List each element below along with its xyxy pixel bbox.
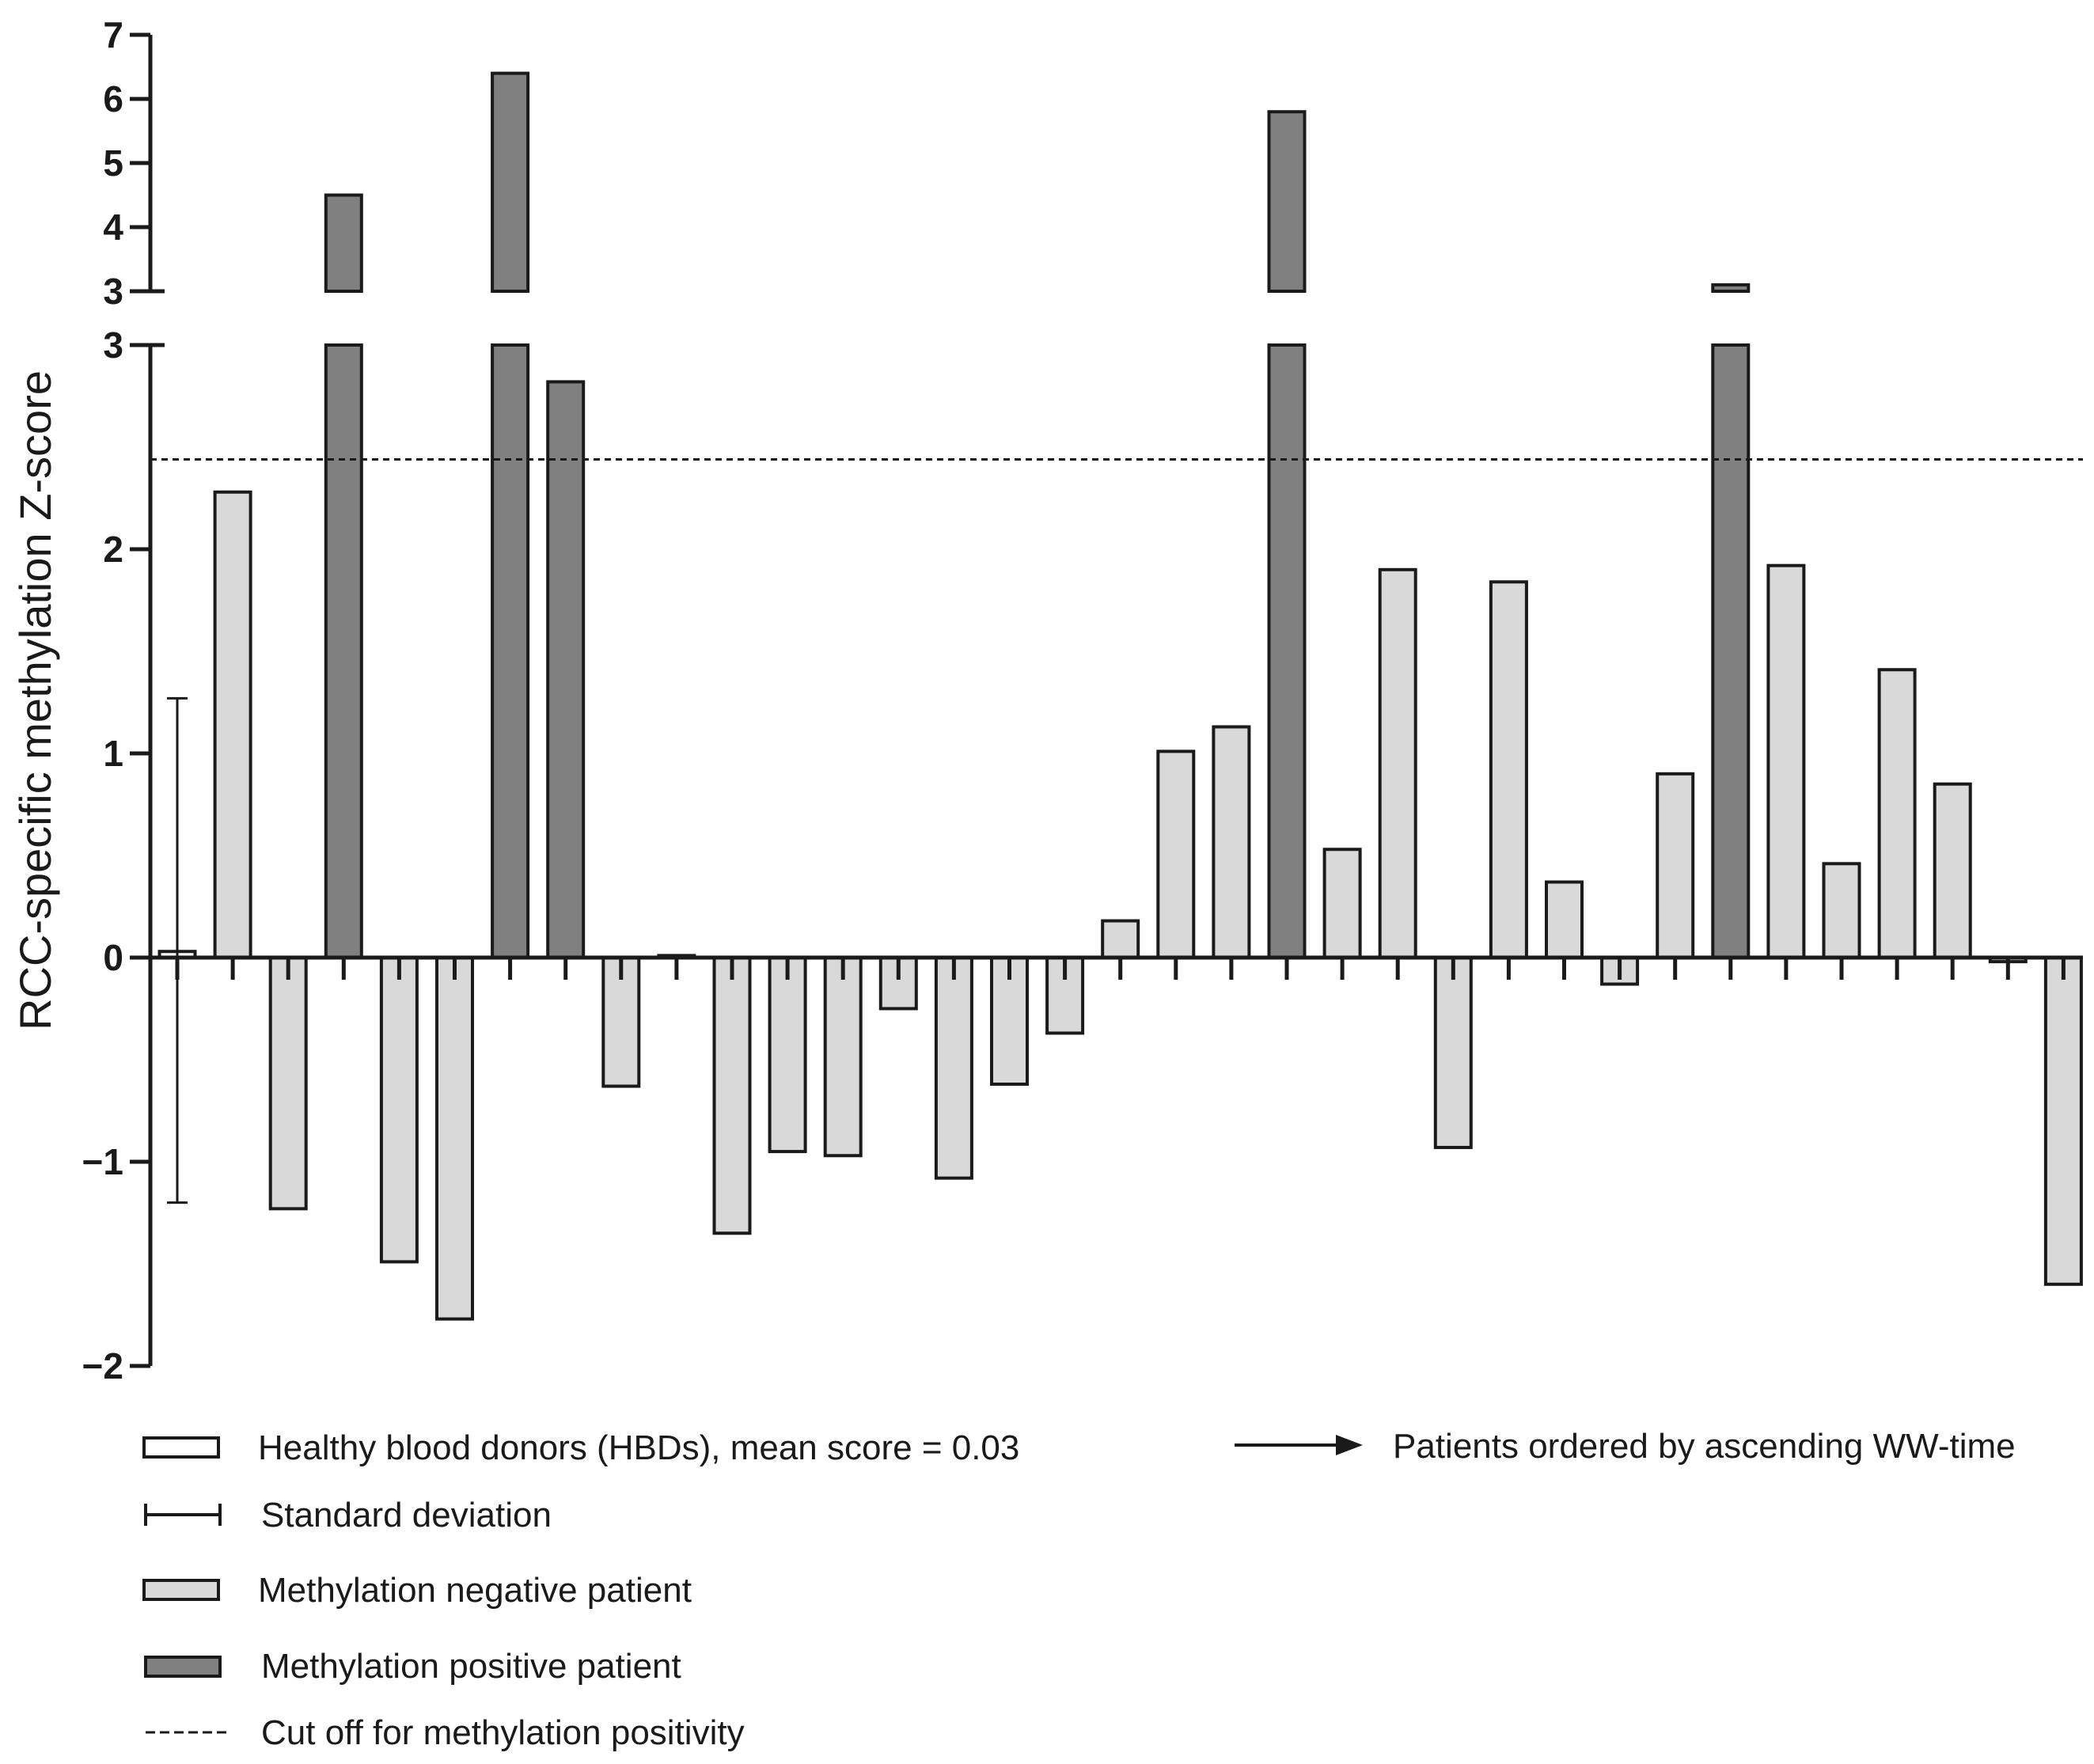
bar-patient-34: [2043, 956, 2083, 1286]
legend-hbd-label: Healthy blood donors (HBDs), mean score …: [258, 1428, 1019, 1467]
bar-patient-11: [768, 956, 807, 1154]
y-tick-label-upper: 6: [103, 78, 123, 119]
bar-patient-3-lower: [324, 343, 363, 959]
bar-patient-23: [1433, 956, 1473, 1149]
bar-patient-18: [1156, 749, 1196, 959]
legend-positive-swatch: [144, 1656, 222, 1678]
bar-patient-3-upper: [324, 193, 363, 293]
bar-patient-24: [1489, 580, 1528, 960]
bar-patient-10: [712, 956, 752, 1235]
y-tick-label-lower: 1: [103, 733, 123, 774]
y-tick-label-lower: −1: [82, 1141, 123, 1182]
legend-hbd-swatch: [142, 1436, 220, 1459]
y-tick-label-lower: −2: [82, 1345, 123, 1387]
bar-patient-31: [1877, 668, 1917, 959]
y-tick-label-upper: 3: [103, 271, 123, 312]
y-tick-label-upper: 7: [103, 14, 123, 55]
bar-patient-28-lower: [1711, 343, 1751, 959]
legend-sd-swatch: [144, 1504, 222, 1526]
legend: Healthy blood donors (HBDs), mean score …: [142, 1427, 2016, 1752]
bar-patient-7: [546, 380, 586, 959]
bar-patient-5: [435, 956, 474, 1321]
y-tick-label-upper: 4: [103, 207, 123, 248]
bar-patient-12: [823, 956, 863, 1158]
bars-group: [157, 71, 2083, 1321]
bar-patient-6-upper: [491, 71, 530, 293]
arrow-icon: [1235, 1435, 1363, 1455]
bar-patient-22: [1378, 567, 1417, 959]
bar-patient-1: [213, 490, 252, 959]
axis-break-gap: [147, 293, 2088, 343]
bar-patient-14: [934, 956, 973, 1180]
legend-positive-label: Methylation positive patient: [261, 1647, 681, 1686]
y-tick-label-lower: 0: [103, 937, 123, 978]
bar-patient-29: [1766, 563, 1806, 959]
bar-patient-4: [379, 956, 419, 1264]
bar-patient-6-lower: [491, 343, 530, 959]
y-tick-label-upper: 5: [103, 142, 123, 184]
legend-sd-label: Standard deviation: [261, 1496, 552, 1534]
bar-patient-21: [1322, 848, 1362, 960]
y-tick-label-lower: 3: [103, 324, 123, 366]
y-tick-label-lower: 2: [103, 529, 123, 570]
bar-patient-20-lower: [1267, 343, 1307, 959]
legend-negative-swatch: [142, 1579, 220, 1601]
bar-patient-20-upper: [1267, 110, 1307, 293]
bar-patient-27: [1656, 772, 1695, 959]
legend-cutoff-label: Cut off for methylation positivity: [261, 1713, 745, 1752]
legend-negative-label: Methylation negative patient: [258, 1571, 692, 1610]
bar-patient-25: [1545, 880, 1584, 960]
bar-patient-17: [1101, 919, 1140, 960]
y-axis-label: RCC-specific methylation Z-score: [10, 370, 60, 1030]
bar-patient-28-upper: [1711, 283, 1751, 293]
bar-patient-19: [1212, 725, 1251, 960]
bar-patient-2: [268, 956, 308, 1211]
axes-group: −2 −1 0 1 2 3 3 4 5 6 7: [82, 14, 2088, 1387]
bar-patient-30: [1822, 862, 1861, 959]
bar-patient-32: [1933, 782, 1972, 960]
legend-order-label: Patients ordered by ascending WW-time: [1393, 1427, 2016, 1466]
